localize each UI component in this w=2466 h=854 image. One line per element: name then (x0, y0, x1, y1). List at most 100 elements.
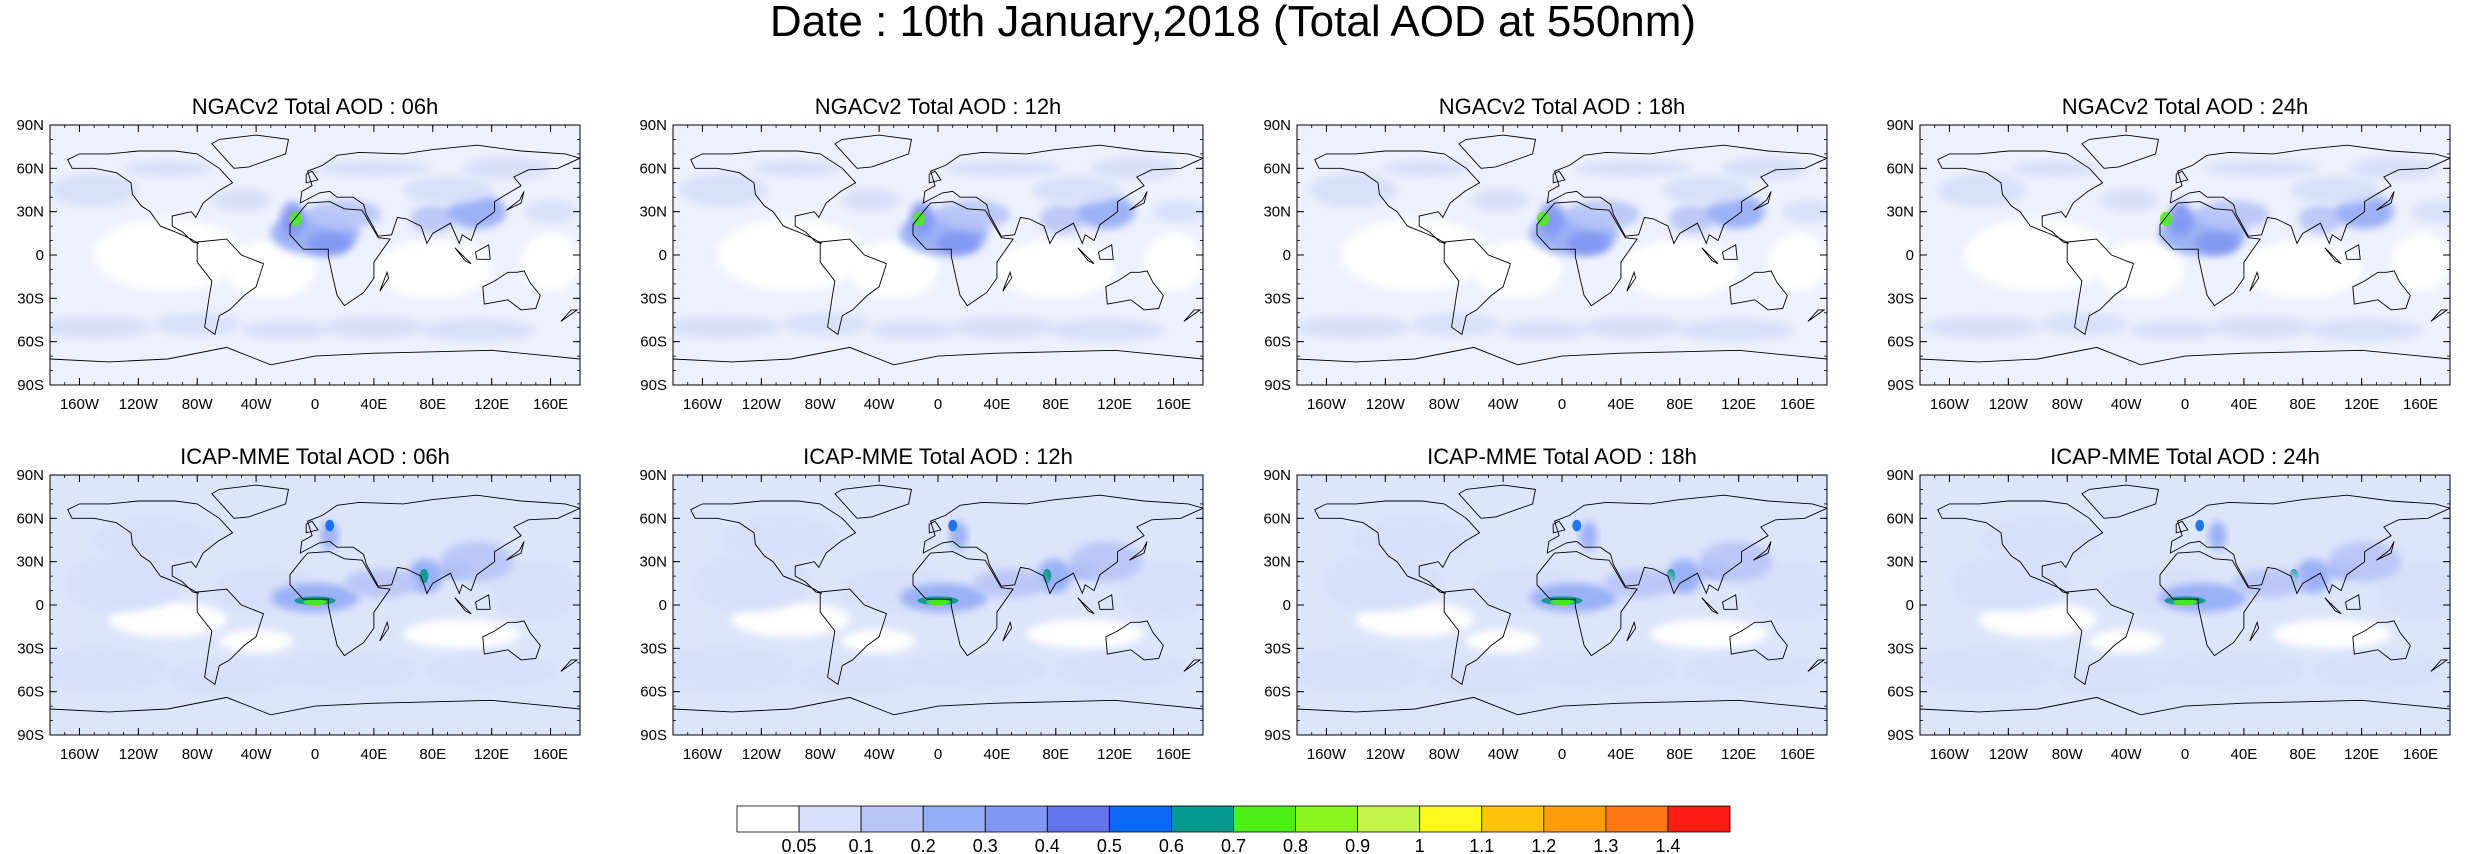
lon-tick-label: 120E (1721, 746, 1756, 763)
aod-field (425, 652, 558, 688)
lat-tick-label: 0 (1906, 597, 1914, 614)
panel-title: ICAP-MME Total AOD : 12h (803, 444, 1073, 469)
lon-tick-label: 120E (1097, 746, 1132, 763)
aod-map: 90N 60N 30N 0 30S 60S 90S 160W 120W 80W 40W 0 40E 80E… (1886, 117, 2451, 413)
aod-field (1054, 652, 1187, 688)
lon-tick-label: 120W (1989, 746, 2029, 763)
panel-title: NGACv2 Total AOD : 12h (814, 94, 1062, 119)
lon-tick-label: 0 (2181, 746, 2189, 763)
aod-field (2159, 211, 2172, 227)
aod-field (2055, 659, 2174, 695)
coastline (2376, 541, 2395, 561)
lat-tick-label: 30N (1886, 554, 1914, 571)
coastline (2324, 247, 2342, 265)
aod-map: 90N 60N 30N 0 30S 60S 90S 160W 120W 80W 40W 0 40E 80E… (639, 117, 1204, 413)
lon-tick-label: 80W (1429, 746, 1461, 763)
lat-tick-label: 30N (1263, 554, 1291, 571)
aod-field (462, 156, 551, 180)
coastline (1443, 238, 1512, 336)
aod-map: 90N 60N 30N 0 30S 60S 90S 160W 120W 80W 40W 0 40E 80E… (1263, 467, 1828, 763)
coastline (474, 244, 491, 260)
coastline (673, 696, 1203, 735)
aod-field (2411, 200, 2450, 224)
coastline (2352, 270, 2411, 311)
lon-tick-label: 120W (1366, 396, 1406, 413)
lat-tick-label: 90S (640, 727, 667, 744)
coastline (454, 247, 472, 265)
aod-field (50, 648, 168, 692)
coastline (1129, 191, 1148, 211)
aod-field (2349, 156, 2439, 180)
aod-field (1352, 518, 1471, 562)
lon-tick-label: 160E (1780, 746, 1815, 763)
coastline (2159, 201, 2261, 307)
coastline (2175, 520, 2189, 534)
aod-field (1579, 521, 1598, 551)
colorbar-box (1667, 805, 1731, 833)
lat-tick-label: 0 (1906, 247, 1914, 264)
lon-tick-label: 80E (1666, 396, 1693, 413)
aod-field (307, 231, 352, 255)
aod-field (307, 200, 382, 229)
lon-tick-label: 160E (533, 396, 568, 413)
aod-field (1323, 554, 1442, 613)
lon-tick-label: 80E (2289, 396, 2316, 413)
coastline (1626, 620, 1637, 642)
coastline (2430, 309, 2449, 322)
aod-field (270, 652, 419, 688)
lon-tick-label: 0 (2181, 396, 2189, 413)
aod-map: 90N 60N 30N 0 30S 60S 90S 160W 120W 80W 40W 0 40E 80E… (16, 117, 581, 413)
colorbar-label: 1.2 (1531, 836, 1556, 854)
aod-field (796, 659, 915, 695)
lon-tick-label: 40W (2111, 396, 2143, 413)
aod-field (1529, 652, 1677, 688)
lat-tick-label: 30N (1263, 204, 1291, 221)
aod-field (1952, 554, 2071, 613)
aod-field (1382, 159, 1471, 177)
colorbar-box (798, 805, 862, 833)
aod-field (2232, 568, 2306, 598)
panel-title: ICAP-MME Total AOD : 18h (1427, 444, 1697, 469)
colorbar-box (860, 805, 924, 833)
aod-field (912, 211, 925, 227)
lon-tick-label: 40E (361, 746, 388, 763)
aod-field (1426, 659, 1545, 695)
coastline (928, 170, 942, 184)
aod-field (1039, 204, 1084, 234)
colorbar-box (984, 805, 1048, 833)
aod-field (2011, 159, 2100, 177)
lon-tick-label: 40E (1608, 746, 1635, 763)
coastline (1458, 484, 1537, 519)
coastline (1546, 144, 1827, 245)
aod-field (2210, 315, 2314, 339)
coastline (1314, 500, 1481, 594)
coastline (673, 346, 1203, 385)
panel-title: NGACv2 Total AOD : 18h (1438, 94, 1686, 119)
coastline (1297, 696, 1827, 735)
aod-field (1662, 175, 1751, 205)
map-panel: NGACv2 Total AOD : 12h 90N 60N 30N 0 30S 60S 90… (623, 95, 1243, 445)
coastline (560, 659, 579, 672)
lat-tick-label: 60N (1886, 510, 1914, 527)
aod-field (2195, 519, 2205, 532)
aod-field (1091, 156, 1180, 180)
lat-tick-label: 90N (639, 117, 667, 134)
coastline (289, 201, 391, 307)
lon-tick-label: 80E (419, 396, 446, 413)
coastline (928, 520, 942, 534)
coastline (1077, 247, 1095, 265)
coastline (2344, 594, 2361, 610)
lon-tick-label: 40W (864, 746, 896, 763)
lat-tick-label: 90N (1886, 117, 1914, 134)
aod-field (1581, 315, 1685, 339)
coastline (1552, 170, 1566, 184)
lon-tick-label: 0 (311, 396, 319, 413)
colorbar-box (736, 805, 800, 833)
figure-title: Date : 10th January,2018 (Total AOD at 5… (769, 0, 1697, 46)
lon-tick-label: 120W (119, 746, 159, 763)
aod-map: 90N 60N 30N 0 30S 60S 90S 160W 120W 80W 40W 0 40E 80E… (16, 467, 581, 763)
coastline (690, 500, 857, 594)
lon-tick-label: 80W (2052, 396, 2084, 413)
colorbar-box (1605, 805, 1669, 833)
lon-tick-label: 40W (241, 396, 273, 413)
